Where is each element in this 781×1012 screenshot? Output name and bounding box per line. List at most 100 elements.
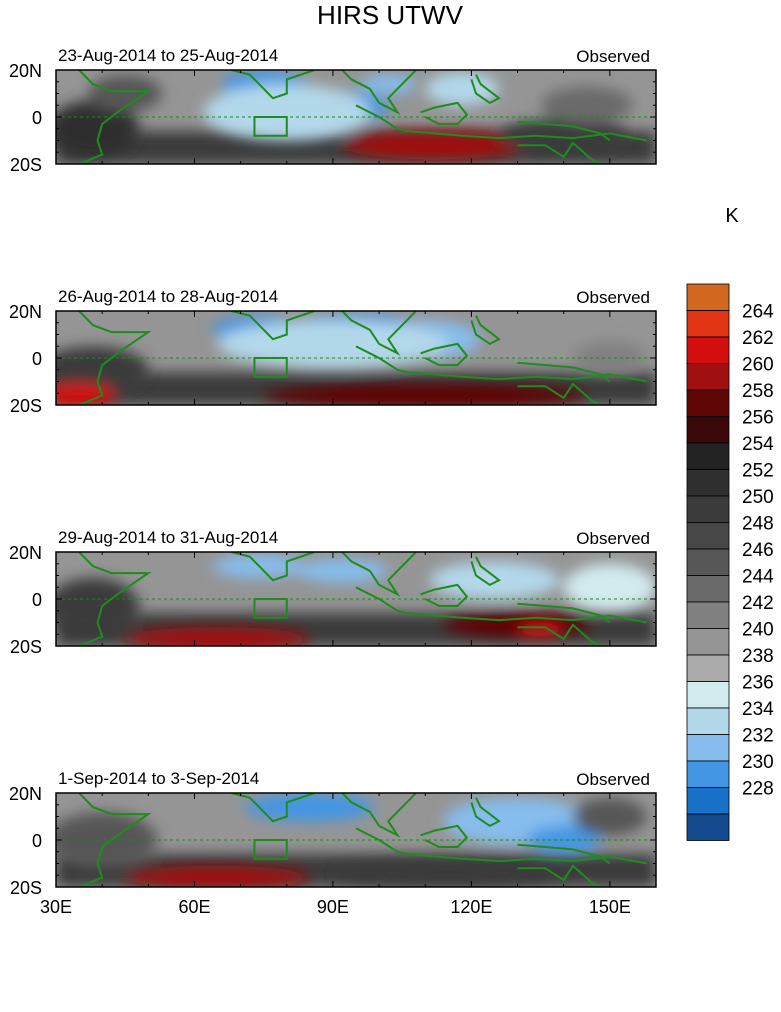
coastline [341,311,417,356]
colorbar-box [686,389,730,417]
x-tick-label: 90E [317,897,349,917]
coastline [355,586,408,615]
y-tick-label: 0 [32,831,42,851]
colorbar-box [686,442,730,470]
y-tick-label: 20N [9,61,42,81]
colorbar-label: 236 [742,673,774,694]
colorbar-label: 230 [742,752,774,773]
colorbar-label: 254 [742,434,774,455]
map-panel: 23-Aug-2014 to 25-Aug-2014 Observed 20N 0 20… [9,46,657,175]
contour-blob [203,84,370,141]
coastlines [78,70,647,164]
colorbar-label: 250 [742,487,774,508]
colorbar-box [686,283,730,311]
coastline [517,141,602,164]
coastline [231,793,315,823]
colorbar-boxes [686,283,730,841]
panel-observed-label: Observed [576,770,650,789]
coastline [470,556,501,587]
y-tick-label: 20N [9,302,42,322]
contour-blob [360,74,416,94]
panel-observed-label: Observed [576,47,650,66]
contour-blob [56,383,116,405]
contour-blob [217,320,449,368]
coastline [78,793,152,887]
coastline [420,583,469,607]
coastline [355,104,408,133]
coastline [517,602,611,624]
contour-field [56,793,656,887]
contour-blob [342,131,527,160]
x-tick-label: 150E [589,897,631,917]
coastline [78,552,152,646]
contour-blob [572,797,647,836]
colorbar-labels: 264 262 260 258 256 254 252 250 248 246 244 242 240 2… [742,302,774,800]
contour-blob [499,119,629,153]
colorbar-box [686,601,730,629]
coastline [78,70,152,164]
colorbar-box [686,734,730,762]
colorbar-box [686,363,730,391]
y-tick-label: 20S [10,878,42,898]
y-tick-label: 20S [10,637,42,657]
colorbar-box [686,575,730,603]
coastline [406,130,647,142]
coastline [355,345,408,374]
y-tick-label: 20N [9,543,42,563]
colorbar-box [686,813,730,841]
y-tick-label: 0 [32,349,42,369]
map-panel: 29-Aug-2014 to 31-Aug-2014 Observed 20N 0 20… [9,528,657,657]
panels: 23-Aug-2014 to 25-Aug-2014 Observed 20N 0 20… [9,46,657,917]
colorbar-label: 248 [742,514,774,535]
panel-observed-label: Observed [576,529,650,548]
region-box [253,598,288,619]
coastline [406,853,647,865]
panel-date-label: 26-Aug-2014 to 28-Aug-2014 [58,287,278,306]
coastline [341,552,417,597]
contour-field [56,311,656,405]
colorbar-box [686,681,730,709]
coastline [420,101,469,125]
colorbar-box [686,760,730,788]
colorbar-label: 244 [742,567,774,588]
panel-date-label: 23-Aug-2014 to 25-Aug-2014 [58,46,278,65]
coastline [341,793,417,838]
contour-blob [263,383,587,405]
colorbar-label: 228 [742,779,774,800]
colorbar-label: 242 [742,593,774,614]
coastline [231,552,315,582]
contour-blob [125,865,310,887]
colorbar-label: 264 [742,302,774,323]
coastline [355,827,408,856]
coastline [420,342,469,367]
coastline [517,361,611,383]
colorbar-box [686,522,730,550]
coastline [231,70,315,100]
coastline [78,311,152,405]
colorbar-label: 260 [742,355,774,376]
coastline [470,315,501,346]
contour-field [56,70,656,164]
map-panel: 26-Aug-2014 to 28-Aug-2014 Observed 20N 0 20… [9,287,657,416]
coastline [406,371,647,383]
colorbar-label: 234 [742,699,774,720]
coastline [470,797,501,828]
contour-blob [517,622,564,637]
contour-blob [125,627,310,646]
coastline [517,843,611,865]
y-tick-label: 0 [32,590,42,610]
coastline [341,70,417,115]
colorbar-box [686,787,730,815]
colorbar: K 264 262 260 258 256 254 252 250 248 246 244 242 24… [686,205,774,841]
x-tick-label: 120E [450,897,492,917]
colorbar-label: 238 [742,646,774,667]
y-tick-label: 20S [10,155,42,175]
colorbar-box [686,628,730,656]
coastlines [78,552,647,646]
colorbar-box [686,416,730,444]
colorbar-box [686,469,730,497]
colorbar-box [686,654,730,682]
contour-blob [332,861,564,885]
coastlines [78,793,647,887]
